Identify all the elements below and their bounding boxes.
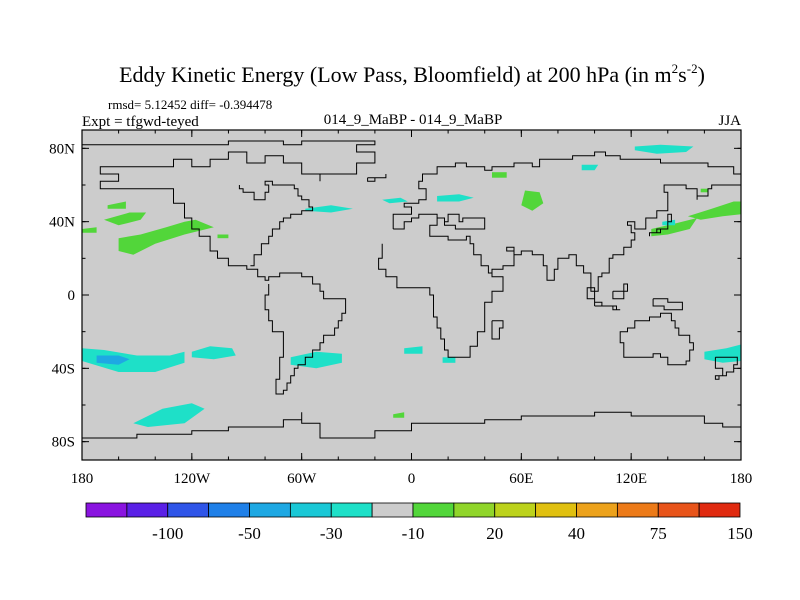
- y-tick-label: 80N: [49, 141, 75, 157]
- colorbar-swatch: [657, 502, 700, 518]
- region-southern-green-patch: [393, 412, 405, 418]
- coastline-2: [367, 174, 387, 182]
- title-end: ): [698, 62, 705, 87]
- coastline-4: [393, 184, 741, 292]
- coastline-8: [714, 356, 738, 380]
- colorbar-label: 40: [568, 524, 585, 543]
- region-nw-pacific-green: [687, 201, 741, 220]
- colorbar-swatch: [535, 502, 577, 518]
- region-arctic-cyan: [634, 144, 694, 154]
- colorbar-swatch: [576, 502, 618, 518]
- region-north-pacific-green-4: [82, 227, 97, 233]
- colorbar-swatch: [85, 502, 128, 518]
- contour-regions: [82, 144, 741, 427]
- coastline-10: [586, 287, 621, 311]
- x-tick-label: 180: [730, 471, 753, 487]
- region-europe-cyan-2: [437, 194, 474, 202]
- region-asia-green-2: [492, 172, 507, 178]
- colorbar-swatch: [453, 502, 496, 518]
- colorbar-label: -100: [152, 524, 183, 543]
- chart-title: Eddy Kinetic Energy (Low Pass, Bloomfiel…: [119, 61, 705, 87]
- colorbar-swatch: [616, 502, 659, 518]
- region-east-asia-green: [651, 218, 698, 237]
- coastline-12: [652, 298, 683, 311]
- rmsd-text: rmsd= 5.12452 diff= -0.394478: [108, 97, 272, 112]
- region-south-atlantic-patch: [290, 351, 342, 369]
- coastline-5: [378, 243, 504, 358]
- region-north-pacific-green-main: [118, 219, 214, 255]
- colorbar-swatch: [698, 502, 741, 518]
- region-north-pacific-green-2: [104, 212, 147, 226]
- colorbar-label: -50: [238, 524, 261, 543]
- colorbar-label: 20: [486, 524, 503, 543]
- coastline-0: [82, 140, 376, 395]
- colorbar-label: 75: [650, 524, 667, 543]
- x-axis: 180 120W 60W 0 60E 120E 180: [71, 130, 753, 487]
- region-south-indian-patch: [442, 357, 456, 363]
- coastline-3: [392, 151, 741, 229]
- region-south-atlantic-patch-2: [404, 346, 423, 354]
- colorbar-swatch: [371, 502, 414, 518]
- colorbar-swatch: [330, 502, 373, 518]
- region-north-atlantic-cyan: [305, 205, 353, 213]
- x-tick-label: 60W: [287, 471, 317, 487]
- x-tick-label: 120W: [173, 471, 211, 487]
- colorbar-label: -30: [320, 524, 343, 543]
- x-tick-label: 60E: [509, 471, 533, 487]
- expt-text: Expt = tfgwd-teyed: [82, 114, 199, 130]
- y-tick-label: 0: [68, 288, 76, 304]
- y-tick-label: 40N: [49, 215, 75, 231]
- region-southern-ocean-patch: [133, 403, 205, 427]
- region-north-pacific-green-5: [217, 234, 229, 239]
- title-sup-1: 2: [672, 61, 679, 76]
- x-tick-label: 120E: [615, 471, 647, 487]
- colorbar-swatch: [208, 502, 250, 518]
- region-south-pacific-patch-east: [704, 344, 741, 363]
- region-south-pacific-band-east: [191, 346, 236, 360]
- colorbar-label: 150: [727, 524, 753, 543]
- title-main: Eddy Kinetic Energy (Low Pass, Bloomfiel…: [119, 62, 672, 87]
- colorbar-swatch: [412, 502, 455, 518]
- region-north-pacific-green-3: [107, 201, 126, 209]
- coastline-9: [82, 411, 741, 439]
- y-tick-label: 40S: [52, 361, 75, 377]
- coastline-11: [612, 283, 628, 300]
- coastline-1: [238, 180, 314, 267]
- region-south-pacific-core: [96, 355, 130, 365]
- colorbar-label: -10: [402, 524, 425, 543]
- title-sup-2: -2: [687, 61, 698, 76]
- colorbar-swatch: [494, 502, 537, 518]
- y-axis: 80N 40N 0 40S 80S: [49, 141, 741, 451]
- x-tick-label: 0: [408, 471, 416, 487]
- region-asia-cyan-1: [581, 164, 599, 171]
- coastline-13: [649, 213, 672, 237]
- title-mid: s: [678, 62, 687, 87]
- coastline-6: [491, 320, 504, 340]
- colorbar-swatch: [249, 502, 291, 518]
- coastline-7: [619, 312, 694, 366]
- colorbar-swatch: [126, 502, 169, 518]
- colorbar: -100 -50 -30 -10 20 40 75 150: [85, 502, 753, 543]
- y-tick-label: 80S: [52, 435, 75, 451]
- season-label: JJA: [718, 113, 741, 129]
- region-asia-green-1: [521, 190, 544, 211]
- region-europe-cyan-1: [382, 197, 408, 204]
- x-tick-label: 180: [71, 471, 94, 487]
- center-label: 014_9_MaBP - 014_9_MaBP: [324, 112, 503, 128]
- colorbar-swatch: [289, 502, 332, 518]
- coastlines: [82, 140, 741, 439]
- colorbar-swatch: [167, 502, 210, 518]
- region-pacific-green-dot: [700, 188, 708, 193]
- region-south-pacific-band-west: [82, 348, 185, 372]
